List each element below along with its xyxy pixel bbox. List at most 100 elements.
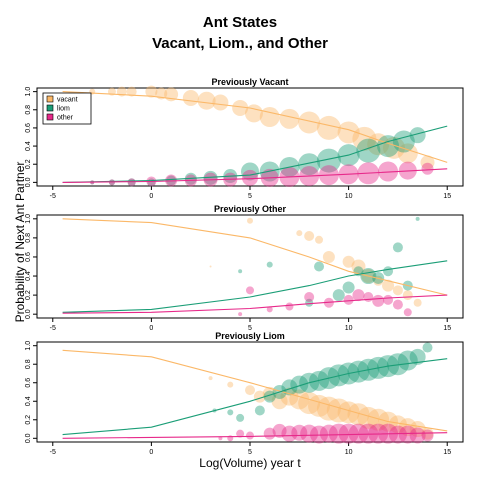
point-other <box>291 424 308 441</box>
y-tick-label: 0.4 <box>25 271 32 281</box>
point-other <box>300 424 319 443</box>
point-vacant <box>421 427 434 440</box>
point-vacant <box>316 396 341 421</box>
point-liom <box>290 375 309 394</box>
point-liom <box>266 261 273 268</box>
point-vacant <box>304 230 315 241</box>
legend-label-vacant: vacant <box>57 97 78 104</box>
point-liom <box>415 216 420 221</box>
point-liom <box>386 353 409 376</box>
point-vacant <box>316 115 341 140</box>
point-vacant <box>212 94 229 111</box>
point-vacant <box>227 381 234 388</box>
point-other <box>285 302 294 311</box>
point-vacant <box>271 393 288 410</box>
y-tick-label: 0.0 <box>25 177 32 187</box>
point-vacant <box>126 86 137 97</box>
y-tick-label: 1.0 <box>25 87 32 97</box>
point-other <box>378 161 399 182</box>
legend-swatch-liom <box>46 104 54 112</box>
point-liom <box>409 348 426 365</box>
x-tick-label: 0 <box>149 325 153 332</box>
x-tick-label: 10 <box>345 193 353 200</box>
y-tick-label: 0.8 <box>25 105 32 115</box>
point-liom <box>392 242 403 253</box>
point-vacant <box>413 298 422 307</box>
point-vacant <box>232 99 249 116</box>
point-other <box>352 289 365 302</box>
point-vacant <box>244 104 263 123</box>
x-tick-label: 15 <box>443 325 451 332</box>
point-vacant <box>337 121 360 144</box>
panel-title: Previously Liom <box>215 331 285 341</box>
x-tick-label: -5 <box>50 193 56 200</box>
y-tick-label: 0.6 <box>25 252 32 262</box>
point-liom <box>332 289 345 302</box>
point-vacant <box>398 418 417 437</box>
chart-subtitle: Vacant, Liom., and Other <box>152 35 328 52</box>
point-vacant <box>402 290 413 301</box>
point-other <box>392 299 403 310</box>
point-vacant <box>420 155 435 170</box>
point-liom <box>227 409 234 416</box>
point-liom <box>409 127 426 144</box>
point-vacant <box>315 235 324 244</box>
legend-swatch-vacant <box>46 95 54 103</box>
point-vacant <box>382 279 395 292</box>
y-tick-label: 0.2 <box>25 290 32 300</box>
point-other <box>363 292 374 303</box>
point-liom <box>314 261 325 272</box>
panel-title: Previously Vacant <box>211 77 288 87</box>
x-tick-label: 10 <box>345 325 353 332</box>
point-liom <box>281 379 298 396</box>
point-liom <box>422 342 433 353</box>
y-tick-label: 0.0 <box>25 433 32 443</box>
point-vacant <box>367 133 390 156</box>
point-liom <box>356 138 381 163</box>
x-tick-label: 5 <box>248 449 252 456</box>
point-liom <box>298 153 321 176</box>
point-liom <box>241 162 259 181</box>
x-tick-label: 15 <box>443 193 451 200</box>
point-vacant <box>155 87 168 100</box>
x-tick-label: 15 <box>443 449 451 456</box>
fit-line-liom <box>62 358 448 436</box>
y-tick-label: 0.8 <box>25 359 32 369</box>
point-other <box>343 294 354 305</box>
point-other <box>372 294 385 307</box>
point-other <box>403 308 412 317</box>
y-tick-label: 0.2 <box>25 415 32 425</box>
panel-title: Previously Other <box>214 204 287 214</box>
point-other <box>263 427 276 440</box>
point-vacant <box>392 285 403 296</box>
point-other <box>281 425 298 442</box>
point-vacant <box>247 217 253 224</box>
point-vacant <box>322 250 335 263</box>
point-vacant <box>351 259 366 274</box>
x-tick-label: -5 <box>50 325 56 332</box>
point-other <box>127 178 136 187</box>
x-tick-label: 5 <box>248 193 252 200</box>
point-other <box>398 425 417 444</box>
point-vacant <box>296 230 303 237</box>
point-liom <box>305 298 314 307</box>
legend-label-liom: liom <box>57 106 70 113</box>
point-liom <box>236 413 245 422</box>
point-other <box>238 312 243 317</box>
point-other <box>388 425 407 444</box>
point-other <box>328 423 349 444</box>
y-tick-label: 0.4 <box>25 396 32 406</box>
point-liom <box>127 178 136 187</box>
point-liom <box>342 281 355 294</box>
point-vacant <box>279 108 300 129</box>
point-vacant <box>262 386 277 401</box>
x-tick-label: 10 <box>345 449 353 456</box>
point-other <box>246 431 254 440</box>
point-vacant <box>245 385 255 396</box>
point-other <box>338 423 359 444</box>
point-other <box>319 424 338 443</box>
point-other <box>421 429 434 442</box>
point-vacant <box>388 415 407 434</box>
point-liom <box>238 269 243 274</box>
